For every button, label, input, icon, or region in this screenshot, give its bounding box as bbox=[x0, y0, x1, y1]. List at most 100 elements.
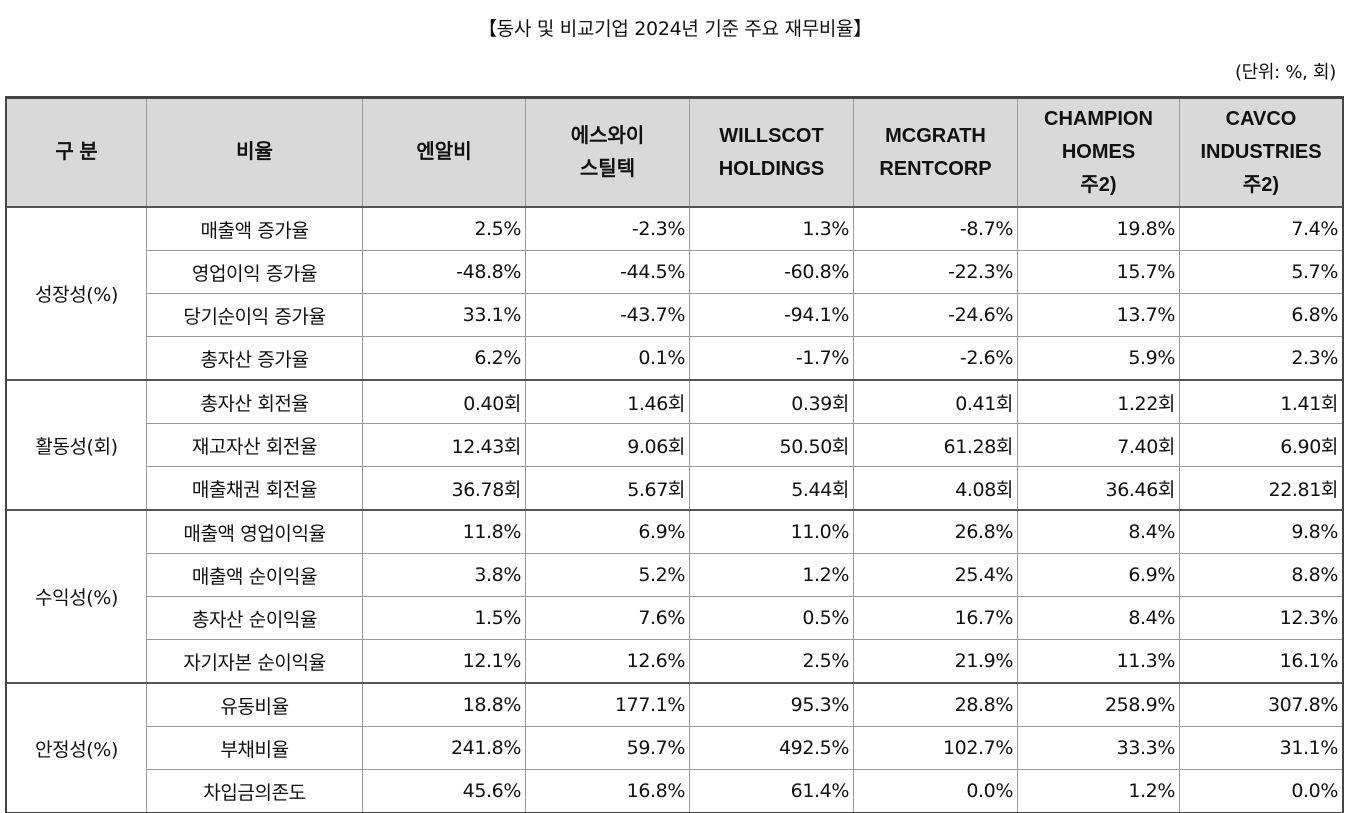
value-cell: 1.5% bbox=[362, 596, 526, 640]
unit-note: (단위: %, 회) bbox=[1234, 62, 1336, 83]
ratio-label: 매출액 영업이익율 bbox=[146, 509, 363, 554]
table-row: 매출액 순이익율 3.8% 5.2% 1.2% 25.4% 6.9% 8.8% bbox=[7, 553, 1343, 597]
ratio-label: 총자산 순이익율 bbox=[146, 596, 363, 640]
ratio-label: 당기순이익 증가율 bbox=[146, 293, 363, 337]
value-cell: 0.0% bbox=[853, 769, 1018, 813]
header-text: 에스와이 bbox=[570, 124, 645, 147]
value-cell: 177.1% bbox=[525, 682, 690, 727]
value-cell: 6.90회 bbox=[1179, 423, 1343, 467]
header-company-5: CHAMPION HOMES 주2) bbox=[1017, 97, 1180, 208]
value-cell: 2.5% bbox=[362, 206, 526, 251]
value-cell: 36.78회 bbox=[362, 466, 526, 511]
value-cell: -22.3% bbox=[853, 250, 1018, 294]
value-cell: 21.9% bbox=[853, 639, 1018, 684]
ratio-label: 총자산 회전율 bbox=[146, 379, 363, 424]
table-row: 당기순이익 증가율 33.1% -43.7% -94.1% -24.6% 13.… bbox=[7, 293, 1343, 337]
value-cell: 12.43회 bbox=[362, 423, 526, 467]
category-cell: 안정성(%) bbox=[6, 682, 147, 813]
value-cell: 4.08회 bbox=[853, 466, 1018, 511]
category-cell: 성장성(%) bbox=[6, 206, 147, 381]
header-company-2: 에스와이 스틸텍 bbox=[525, 97, 690, 208]
ratio-label: 영업이익 증가율 bbox=[146, 250, 363, 294]
value-cell: 9.06회 bbox=[525, 423, 690, 467]
value-cell: 28.8% bbox=[853, 682, 1018, 727]
value-cell: 0.41회 bbox=[853, 379, 1018, 424]
value-cell: 0.40회 bbox=[362, 379, 526, 424]
header-text: HOLDINGS bbox=[718, 157, 825, 180]
value-cell: 13.7% bbox=[1017, 293, 1180, 337]
header-text: HOMES bbox=[1061, 141, 1136, 163]
table-row: 영업이익 증가율 -48.8% -44.5% -60.8% -22.3% 15.… bbox=[7, 250, 1343, 294]
ratio-label: 매출채권 회전율 bbox=[146, 466, 363, 511]
value-cell: 12.1% bbox=[362, 639, 526, 684]
ratio-label: 부채비율 bbox=[146, 726, 363, 770]
table-row: 총자산 증가율 6.2% 0.1% -1.7% -2.6% 5.9% 2.3% bbox=[7, 336, 1343, 381]
value-cell: 0.39회 bbox=[689, 379, 854, 424]
value-cell: 8.4% bbox=[1017, 509, 1180, 554]
table-row: 차입금의존도 45.6% 16.8% 61.4% 0.0% 1.2% 0.0% bbox=[7, 769, 1343, 813]
value-cell: 15.7% bbox=[1017, 250, 1180, 294]
header-text: WILLSCOT bbox=[719, 124, 824, 147]
value-cell: 59.7% bbox=[525, 726, 690, 770]
header-category: 구 분 bbox=[6, 97, 147, 208]
value-cell: 7.40회 bbox=[1017, 423, 1180, 467]
value-cell: 1.41회 bbox=[1179, 379, 1343, 424]
value-cell: 5.9% bbox=[1017, 336, 1180, 381]
value-cell: 16.8% bbox=[525, 769, 690, 813]
ratio-label: 재고자산 회전율 bbox=[146, 423, 363, 467]
value-cell: 95.3% bbox=[689, 682, 854, 727]
value-cell: 0.5% bbox=[689, 596, 854, 640]
table-row: 성장성(%) 매출액 증가율 2.5% -2.3% 1.3% -8.7% 19.… bbox=[6, 206, 1343, 381]
value-cell: 7.6% bbox=[525, 596, 690, 640]
header-text: RENTCORP bbox=[879, 157, 992, 180]
value-cell: 33.3% bbox=[1017, 726, 1180, 770]
header-text: MCGRATH bbox=[885, 124, 986, 147]
value-cell: 0.1% bbox=[525, 336, 690, 381]
header-text: CHAMPION bbox=[1044, 108, 1153, 130]
value-cell: 0.0% bbox=[1179, 769, 1343, 813]
value-cell: 7.4% bbox=[1179, 206, 1343, 251]
value-cell: 22.81회 bbox=[1179, 466, 1343, 511]
value-cell: 3.8% bbox=[362, 553, 526, 597]
value-cell: 31.1% bbox=[1179, 726, 1343, 770]
value-cell: -94.1% bbox=[689, 293, 854, 337]
ratio-label: 자기자본 순이익율 bbox=[146, 639, 363, 684]
value-cell: 492.5% bbox=[689, 726, 854, 770]
value-cell: -60.8% bbox=[689, 250, 854, 294]
header-company-3: WILLSCOT HOLDINGS bbox=[689, 97, 854, 208]
value-cell: 1.46회 bbox=[525, 379, 690, 424]
value-cell: 8.4% bbox=[1017, 596, 1180, 640]
value-cell: 25.4% bbox=[853, 553, 1018, 597]
header-text: 엔알비 bbox=[416, 141, 472, 163]
value-cell: 19.8% bbox=[1017, 206, 1180, 251]
value-cell: 36.46회 bbox=[1017, 466, 1180, 511]
value-cell: 8.8% bbox=[1179, 553, 1343, 597]
header-text: 스틸텍 bbox=[579, 157, 636, 180]
value-cell: 1.2% bbox=[689, 553, 854, 597]
table-title: 【동사 및 비교기업 2024년 기준 주요 재무비율】 bbox=[478, 18, 872, 40]
header-text: CAVCO bbox=[1225, 108, 1297, 130]
value-cell: 45.6% bbox=[362, 769, 526, 813]
header-text: INDUSTRIES bbox=[1200, 141, 1322, 163]
value-cell: 5.44회 bbox=[689, 466, 854, 511]
table-row: 부채비율 241.8% 59.7% 492.5% 102.7% 33.3% 31… bbox=[7, 726, 1343, 770]
value-cell: -1.7% bbox=[689, 336, 854, 381]
value-cell: -24.6% bbox=[853, 293, 1018, 337]
value-cell: 26.8% bbox=[853, 509, 1018, 554]
value-cell: -2.6% bbox=[853, 336, 1018, 381]
value-cell: 2.3% bbox=[1179, 336, 1343, 381]
header-text: 주2) bbox=[1242, 174, 1280, 196]
value-cell: 50.50회 bbox=[689, 423, 854, 467]
category-cell: 활동성(회) bbox=[6, 379, 147, 511]
value-cell: 102.7% bbox=[853, 726, 1018, 770]
category-cell: 수익성(%) bbox=[6, 509, 147, 684]
header-company-1: 엔알비 bbox=[362, 97, 526, 208]
value-cell: 5.7% bbox=[1179, 250, 1343, 294]
value-cell: 1.2% bbox=[1017, 769, 1180, 813]
value-cell: 6.8% bbox=[1179, 293, 1343, 337]
value-cell: 6.2% bbox=[362, 336, 526, 381]
table-row: 수익성(%) 매출액 영업이익율 11.8% 6.9% 11.0% 26.8% … bbox=[6, 509, 1343, 684]
value-cell: 16.1% bbox=[1179, 639, 1343, 684]
ratio-label: 유동비율 bbox=[146, 682, 363, 727]
financial-ratio-table: 구 분 비율 엔알비 에스와이 스틸텍 WILLSCOT HOLDINGS MC… bbox=[5, 96, 1344, 813]
